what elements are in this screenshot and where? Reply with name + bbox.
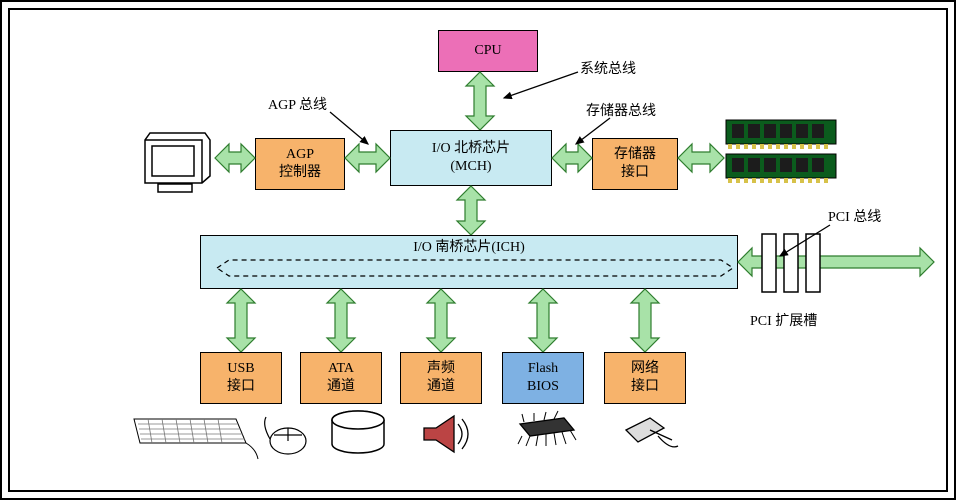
label-sys-bus: 系统总线 <box>580 58 636 78</box>
label-agp-bus: AGP 总线 <box>268 94 327 114</box>
label-mem-bus: 存储器总线 <box>586 100 656 120</box>
diagram-canvas: CPU I/O 北桥芯片 (MCH) AGP 控制器 存储器 接口 <box>8 8 948 492</box>
label-pci-slot: PCI 扩展槽 <box>750 310 817 330</box>
pointer-arrows <box>10 10 950 490</box>
label-pci-bus: PCI 总线 <box>828 206 881 226</box>
